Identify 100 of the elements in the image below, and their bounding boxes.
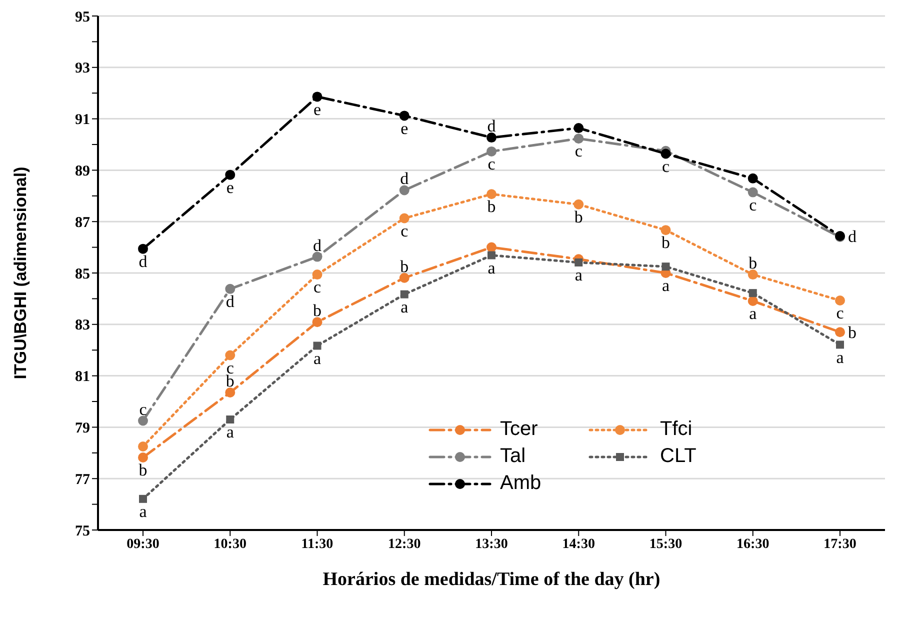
- point: [138, 416, 148, 426]
- point: [748, 187, 758, 198]
- x-tick-label: 12:30: [388, 536, 421, 552]
- point: [660, 225, 671, 236]
- point: [748, 296, 758, 306]
- point: [835, 327, 845, 338]
- annotation: b: [848, 323, 856, 342]
- legend-label: Tal: [500, 445, 526, 468]
- annotation: c: [574, 142, 583, 161]
- point: [312, 270, 322, 280]
- point: [488, 251, 496, 260]
- annotation: b: [313, 301, 322, 320]
- point: [138, 452, 148, 463]
- y-tick-label: 95: [75, 9, 90, 26]
- point: [660, 148, 671, 159]
- point: [836, 340, 844, 349]
- annotation: e: [313, 100, 322, 119]
- point: [399, 213, 410, 224]
- point: [486, 132, 496, 143]
- point: [225, 388, 236, 398]
- y-tick-label: 87: [75, 214, 90, 231]
- annotation: a: [313, 348, 322, 368]
- annotation: e: [400, 118, 408, 138]
- legend-label: Tcer: [500, 418, 538, 441]
- annotation: b: [748, 254, 758, 273]
- point: [225, 170, 236, 180]
- y-tick-label: 81: [75, 369, 90, 386]
- point: [748, 270, 758, 280]
- x-tick-label: 13:30: [475, 536, 508, 552]
- annotation: c: [400, 221, 409, 240]
- annotation: d: [226, 292, 235, 312]
- point: [574, 134, 584, 144]
- annotation: b: [138, 460, 148, 480]
- y-tick-label: 93: [75, 60, 90, 77]
- x-tick-label: 11:30: [301, 536, 334, 552]
- annotation: d: [848, 227, 857, 246]
- y-axis-title: ITGU\BGHI (adimensional): [11, 166, 30, 380]
- x-axis-title: Horários de medidas/Time of the day (hr): [322, 569, 660, 590]
- point: [225, 284, 236, 294]
- point: [138, 441, 148, 452]
- annotation: c: [836, 304, 844, 323]
- annotation: e: [226, 178, 234, 197]
- point: [312, 92, 322, 102]
- annotation: d: [138, 252, 148, 271]
- annotation: a: [139, 502, 148, 521]
- annotation: c: [749, 195, 758, 214]
- point: [835, 296, 845, 306]
- point: [312, 317, 322, 328]
- point: [400, 290, 408, 298]
- point: [399, 110, 410, 121]
- annotation: a: [488, 258, 496, 278]
- annotation: a: [749, 304, 758, 324]
- point: [574, 199, 584, 210]
- point: [312, 252, 322, 262]
- y-tick-label: 75: [75, 523, 90, 540]
- x-tick-label: 10:30: [214, 536, 246, 552]
- annotation: b: [662, 233, 670, 252]
- annotation: a: [226, 422, 234, 442]
- point: [138, 244, 148, 254]
- annotation: c: [488, 154, 496, 174]
- x-tick-label: 16:30: [736, 536, 770, 552]
- y-tick-label: 77: [75, 472, 90, 488]
- annotation: d: [400, 169, 410, 188]
- annotation: a: [400, 297, 409, 316]
- point: [748, 173, 758, 184]
- point: [399, 185, 410, 196]
- legend-label: Amb: [500, 472, 542, 495]
- annotation: a: [574, 266, 583, 285]
- annotation: d: [487, 116, 496, 136]
- legend-label: CLT: [660, 445, 696, 468]
- y-tick-label: 79: [75, 420, 90, 437]
- y-tick-label: 83: [75, 318, 90, 334]
- x-tick-label: 09:30: [126, 536, 160, 552]
- y-tick-label: 89: [75, 164, 90, 180]
- point: [139, 494, 147, 503]
- annotation: c: [139, 400, 148, 419]
- x-tick-label: 17:30: [824, 536, 856, 552]
- x-tick-label: 14:30: [562, 536, 595, 552]
- point: [574, 258, 583, 266]
- point: [313, 342, 322, 350]
- point: [662, 262, 670, 271]
- annotation: a: [836, 348, 844, 367]
- point: [574, 123, 584, 134]
- legend-label: Tfci: [660, 418, 692, 441]
- point: [226, 415, 234, 424]
- point: [748, 289, 757, 298]
- annotation: c: [662, 156, 670, 176]
- annotation: a: [662, 276, 670, 296]
- y-tick-label: 85: [75, 266, 90, 282]
- x-tick-label: 15:30: [649, 536, 682, 552]
- annotation: b: [487, 197, 496, 216]
- y-tick-label: 91: [75, 112, 90, 128]
- annotation: d: [313, 236, 322, 255]
- point: [399, 272, 410, 283]
- annotation: b: [574, 207, 583, 226]
- point: [486, 146, 496, 156]
- point: [486, 242, 496, 252]
- annotation: b: [400, 256, 409, 276]
- point: [225, 350, 236, 360]
- annotation: c: [313, 278, 322, 297]
